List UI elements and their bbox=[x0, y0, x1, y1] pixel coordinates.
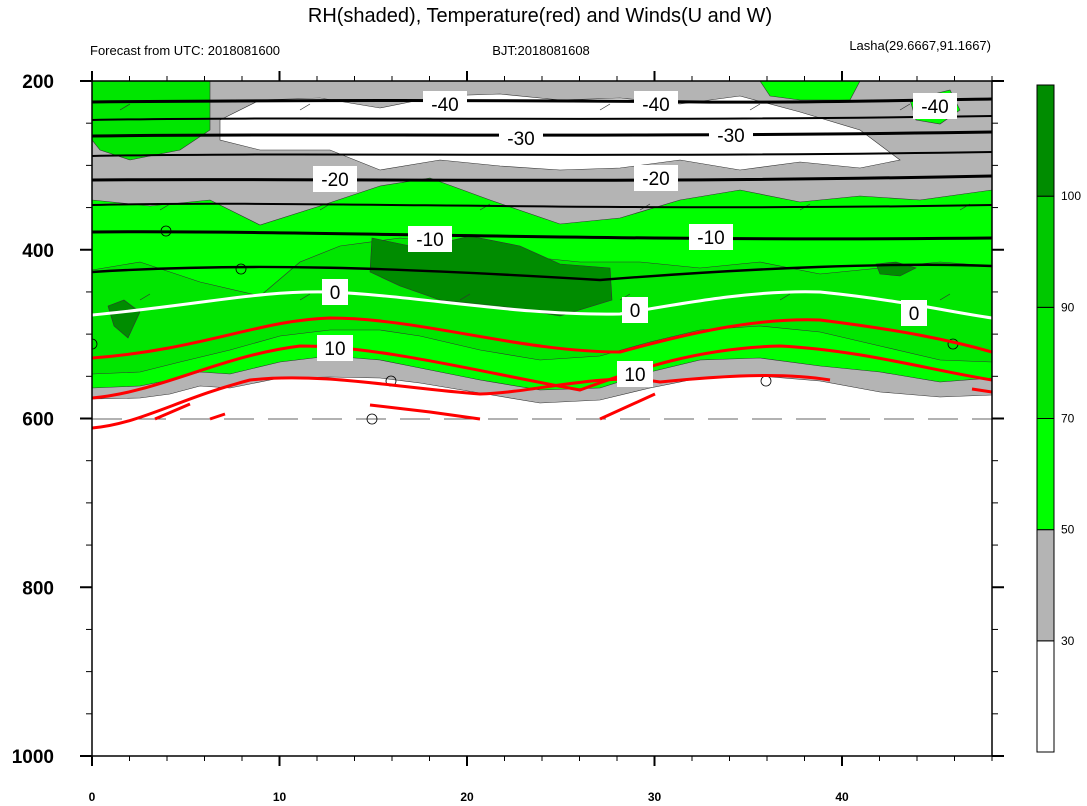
isotherm-label: 0 bbox=[909, 304, 920, 325]
colorbar-label: 70 bbox=[1061, 412, 1075, 426]
x-tick-label: 0 bbox=[89, 790, 96, 804]
chart-title: RH(shaded), Temperature(red) and Winds(U… bbox=[308, 5, 772, 27]
colorbar-box bbox=[1036, 306, 1055, 420]
colorbar: 30 50 70 90 100 bbox=[1036, 84, 1081, 753]
y-tick-label: 400 bbox=[22, 241, 54, 262]
x-tick-label: 20 bbox=[460, 790, 474, 804]
isotherm-20 bbox=[92, 374, 831, 430]
isotherm-label: 10 bbox=[324, 339, 345, 360]
center-string: BJT:2018081608 bbox=[492, 43, 590, 58]
isotherm-label: -20 bbox=[321, 170, 348, 191]
y-tick-label: 200 bbox=[22, 72, 54, 93]
isotherm-minus-10 bbox=[92, 230, 992, 241]
isotherm-label: -20 bbox=[642, 169, 669, 190]
isotherm-10-upper bbox=[92, 316, 992, 360]
colorbar-box bbox=[1036, 195, 1055, 308]
isotherm-label: -30 bbox=[507, 129, 534, 150]
contour-labels: -40 -40 -40 -30 -30 -20 -20 -10 -10 0 bbox=[313, 91, 957, 387]
isotherm-label: -40 bbox=[431, 95, 458, 116]
isotherm-minus-30-b bbox=[92, 151, 992, 157]
colorbar-box bbox=[1036, 84, 1055, 197]
temperature-contours: -40 -40 -40 -30 -30 -20 -20 -10 -10 0 bbox=[92, 91, 992, 430]
isotherm-zero bbox=[92, 290, 992, 320]
colorbar-label: 100 bbox=[1061, 189, 1081, 203]
x-tick-label: 30 bbox=[648, 790, 662, 804]
isotherm-label: -40 bbox=[642, 95, 669, 116]
colorbar-boxes bbox=[1036, 84, 1055, 753]
colorbar-box bbox=[1036, 418, 1055, 531]
y-tick-label: 1000 bbox=[12, 747, 54, 768]
y-tick-label: 600 bbox=[22, 410, 54, 431]
isotherm-label: -30 bbox=[717, 126, 744, 147]
isotherm-minus-40-b bbox=[92, 115, 992, 121]
isotherm-minus-30 bbox=[92, 130, 992, 138]
colorbar-label: 30 bbox=[1061, 634, 1075, 648]
isotherm-20-left bbox=[154, 392, 656, 421]
isotherm-minus-20-b bbox=[92, 202, 992, 209]
isotherm-label: -40 bbox=[921, 97, 948, 118]
isotherm-20-right bbox=[971, 387, 992, 394]
rh-upper-green-right bbox=[759, 81, 861, 101]
left-string: Forecast from UTC: 2018081600 bbox=[90, 43, 280, 58]
plot-area: -40 -40 -40 -30 -30 -20 -20 -10 -10 0 bbox=[91, 80, 993, 757]
right-string: Lasha(29.6667,91.1667) bbox=[849, 38, 991, 53]
x-tick-label: 40 bbox=[835, 790, 849, 804]
colorbar-labels: 30 50 70 90 100 bbox=[1061, 189, 1081, 648]
isotherm-label: 0 bbox=[330, 283, 341, 304]
colorbar-label: 50 bbox=[1061, 523, 1075, 537]
isotherm-label: -10 bbox=[697, 228, 724, 249]
isotherm-label: 0 bbox=[630, 301, 641, 322]
isotherm-10 bbox=[92, 344, 992, 400]
isotherm-minus-10-b bbox=[92, 263, 992, 282]
colorbar-box bbox=[1036, 640, 1055, 753]
colorbar-box bbox=[1036, 529, 1055, 642]
colorbar-label: 90 bbox=[1061, 300, 1075, 314]
isotherm-minus-20 bbox=[92, 174, 992, 182]
y-tick-label: 800 bbox=[22, 578, 54, 599]
x-tick-label: 10 bbox=[273, 790, 287, 804]
isotherm-label: 10 bbox=[624, 365, 645, 386]
isotherm-label: -10 bbox=[416, 230, 443, 251]
